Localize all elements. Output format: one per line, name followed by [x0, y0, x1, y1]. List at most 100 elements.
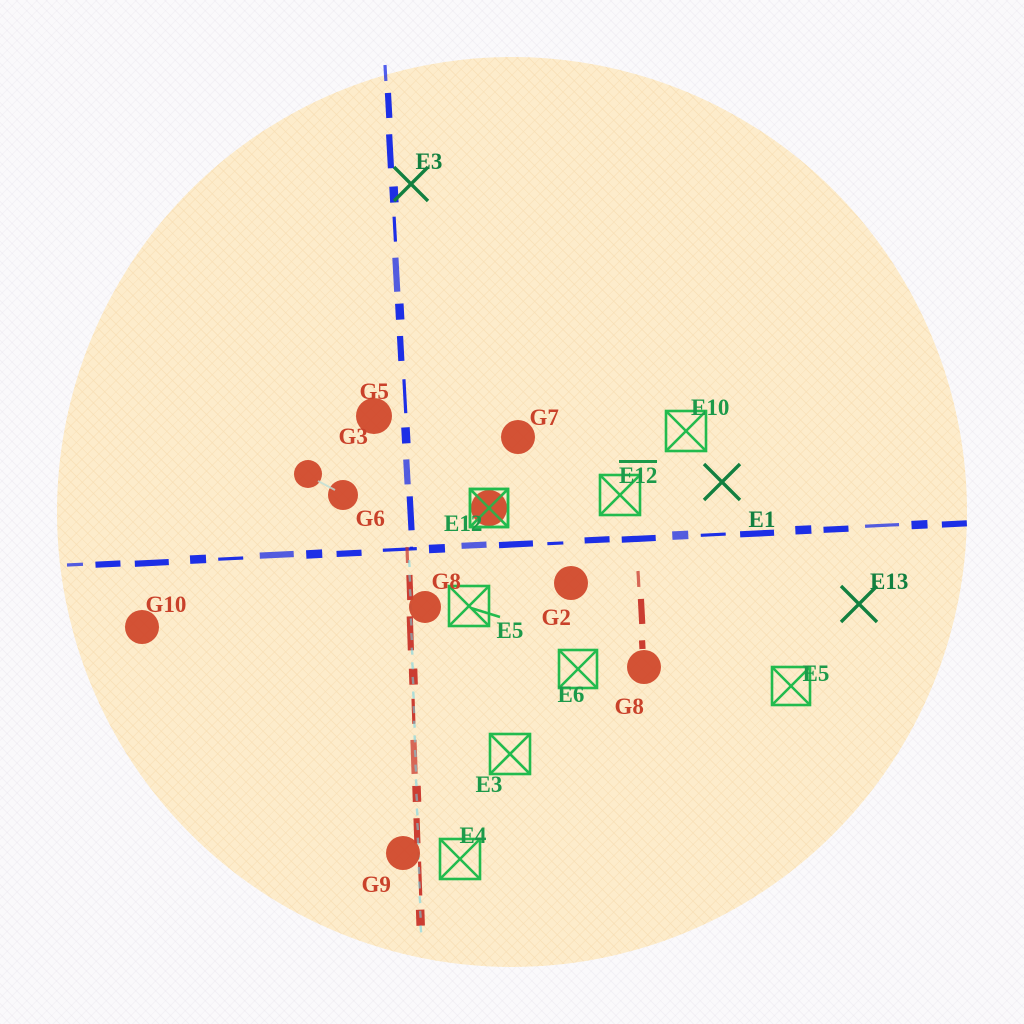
marker-dot-unlabeled-3[interactable] — [294, 460, 322, 488]
dash-segment — [417, 881, 421, 889]
dash-segment — [941, 520, 967, 528]
dash-segment — [461, 541, 487, 549]
marker-dot-g6-4[interactable] — [328, 480, 358, 510]
marker-dot-g7-2[interactable] — [501, 420, 535, 454]
dash-segment — [189, 554, 207, 564]
square-diagonal — [448, 585, 490, 627]
square-diagonal — [665, 410, 707, 452]
dash-segment — [416, 822, 420, 831]
label-g6-4: G6 — [355, 506, 385, 531]
dash-segment — [383, 64, 388, 82]
dash-segment — [407, 559, 411, 568]
dash-segment — [408, 574, 412, 582]
marker-dot-g5-0[interactable] — [356, 398, 392, 434]
square-outline — [438, 837, 482, 881]
square-outline — [468, 487, 510, 529]
label-e12-sq-1: E12 — [619, 460, 658, 487]
dash-segment — [413, 749, 417, 758]
dash-segment — [392, 257, 401, 292]
square-outline — [557, 648, 599, 690]
dash-segment — [428, 543, 446, 554]
dash-segment — [413, 735, 417, 743]
square-outline — [488, 732, 532, 776]
marker-square-e10-0[interactable] — [664, 409, 708, 453]
label-e5-sq-5: E5 — [802, 661, 830, 686]
square-diagonal — [469, 488, 509, 528]
dash-segment — [403, 459, 411, 485]
marker-dot-g10-8[interactable] — [125, 610, 159, 644]
dash-segment — [419, 925, 423, 933]
dash-segment — [410, 739, 418, 774]
label-g2-6: G2 — [541, 605, 571, 630]
dash-segment — [402, 379, 408, 414]
dash-segment — [396, 335, 405, 362]
dash-segment — [417, 866, 421, 875]
marker-square-e6-4[interactable] — [557, 648, 599, 690]
dash-segment — [412, 706, 416, 714]
dash-segment — [739, 529, 775, 538]
label-e10-sq-0: E10 — [691, 395, 730, 420]
marker-cross-e13-2[interactable] — [839, 584, 879, 624]
marker-dot-g8-7[interactable] — [409, 591, 441, 623]
label-e6-sq-4: E6 — [557, 682, 585, 707]
dash-segment — [415, 793, 419, 801]
dash-segment — [672, 530, 689, 540]
dash-segment — [408, 589, 412, 597]
cross-stroke — [392, 165, 430, 203]
square-outline — [447, 584, 491, 628]
label-g8-7: G8 — [431, 569, 461, 594]
dash-segment — [547, 541, 564, 546]
dash-segment — [584, 536, 610, 544]
dash-segment — [411, 662, 415, 670]
square-diagonal — [771, 666, 811, 706]
dash-segment — [401, 427, 411, 444]
dash-segment — [406, 496, 415, 531]
marker-square-e12-1[interactable] — [598, 473, 642, 517]
label-e4-sq-7: E4 — [459, 823, 487, 848]
marker-cross-e1-1[interactable] — [702, 462, 742, 502]
marker-square-e12-overlay — [468, 487, 510, 529]
dash-segment — [418, 910, 422, 918]
dash-segment — [259, 550, 294, 559]
dash-segment — [134, 558, 169, 567]
label-e3-sq-6: E3 — [475, 772, 503, 797]
dash-segment — [306, 549, 323, 559]
dash-segment — [417, 861, 423, 896]
dash-segment — [405, 546, 410, 564]
dash-segment — [410, 647, 414, 655]
background-disk — [57, 57, 967, 967]
square-outline — [598, 473, 642, 517]
dash-segment — [336, 549, 362, 558]
dash-segment — [392, 216, 398, 242]
dash-segment — [621, 534, 656, 543]
leader-line-e5 — [470, 606, 501, 619]
dash-segment — [795, 525, 812, 535]
connector-line-g3-g6 — [317, 480, 336, 491]
label-e3-x-0: E3 — [415, 149, 443, 174]
marker-square-e5-5[interactable] — [770, 665, 812, 707]
marker-dot-g9-10[interactable] — [386, 836, 420, 870]
label-g5-0: G5 — [359, 379, 389, 404]
dash-segment — [218, 556, 244, 561]
dash-segment — [498, 540, 534, 549]
dash-segment — [823, 525, 849, 533]
square-diagonal — [489, 733, 531, 775]
marker-square-e4-7[interactable] — [438, 837, 482, 881]
square-outline — [770, 665, 812, 707]
marker-dot-g2-6[interactable] — [554, 566, 588, 600]
dash-segment — [382, 547, 417, 552]
reference-line-red-short-segment — [636, 570, 646, 650]
marker-cross-e3-0[interactable] — [392, 165, 430, 203]
label-g10-8: G10 — [145, 592, 187, 617]
dash-segment — [637, 598, 646, 625]
marker-square-e5-3[interactable] — [447, 584, 491, 628]
dash-segment — [411, 691, 415, 699]
label-e12-sq-2: E12 — [444, 511, 483, 536]
marker-dot-g8-9[interactable] — [627, 650, 661, 684]
marker-square-e3-6[interactable] — [488, 732, 532, 776]
dash-segment — [395, 303, 405, 320]
dash-segment — [410, 632, 414, 641]
square-outline — [664, 409, 708, 453]
